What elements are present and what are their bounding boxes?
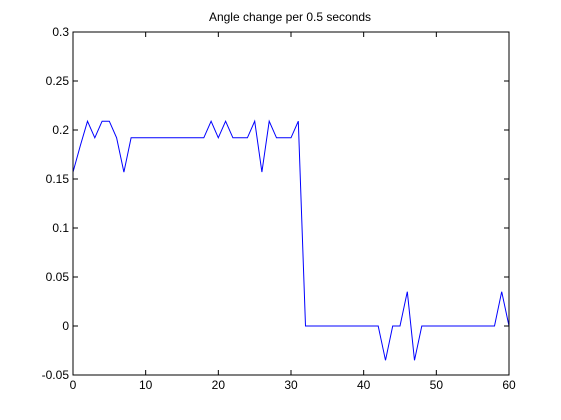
y-tick-label: -0.05: [42, 368, 70, 382]
plot-border: [72, 31, 510, 376]
x-tick-label: 30: [284, 378, 298, 392]
y-tick-label: 0.3: [52, 25, 69, 39]
series-layer: [72, 119, 510, 361]
y-tick-label: 0.1: [52, 221, 69, 235]
y-tick-label: 0: [62, 319, 69, 333]
x-tick-label: 60: [502, 378, 516, 392]
y-tick-label: 0.25: [46, 74, 70, 88]
y-tick-label: 0.2: [52, 123, 69, 137]
y-tick-label: 0.05: [46, 270, 70, 284]
x-tick-label: 0: [70, 378, 77, 392]
x-tick-label: 50: [430, 378, 444, 392]
plot-area: [73, 32, 509, 375]
x-tick-label: 20: [212, 378, 226, 392]
x-tick-label: 40: [357, 378, 371, 392]
y-tick-label: 0.15: [46, 172, 70, 186]
series-line: [72, 119, 510, 361]
chart-title: Angle change per 0.5 seconds: [209, 10, 371, 24]
x-tick-label: 10: [139, 378, 153, 392]
